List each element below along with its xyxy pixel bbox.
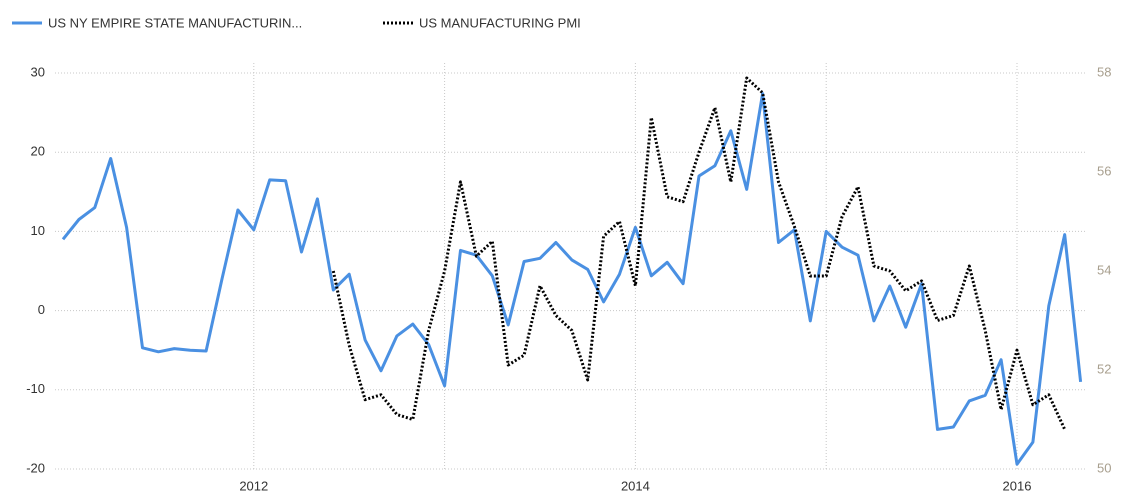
y-tick-label: -20	[26, 460, 45, 475]
y-tick-label: 30	[31, 64, 45, 79]
x-tick-label: 2016	[1003, 478, 1032, 493]
line-series	[331, 76, 1067, 431]
y-tick-label: 20	[31, 144, 45, 159]
legend-label: US MANUFACTURING PMI	[419, 15, 581, 30]
y2-tick-label: 54	[1097, 262, 1111, 277]
legend-label: US NY EMPIRE STATE MANUFACTURIN...	[48, 15, 302, 30]
y-tick-label: 10	[31, 223, 45, 238]
line-series	[61, 92, 1083, 466]
x-tick-label: 2014	[621, 478, 650, 493]
y2-tick-label: 56	[1097, 163, 1111, 178]
y-tick-label: 0	[38, 302, 45, 317]
y2-tick-label: 58	[1097, 64, 1111, 79]
x-tick-label: 2012	[239, 478, 268, 493]
y2-tick-label: 50	[1097, 460, 1111, 475]
y2-tick-label: 52	[1097, 361, 1111, 376]
y-tick-label: -10	[26, 381, 45, 396]
